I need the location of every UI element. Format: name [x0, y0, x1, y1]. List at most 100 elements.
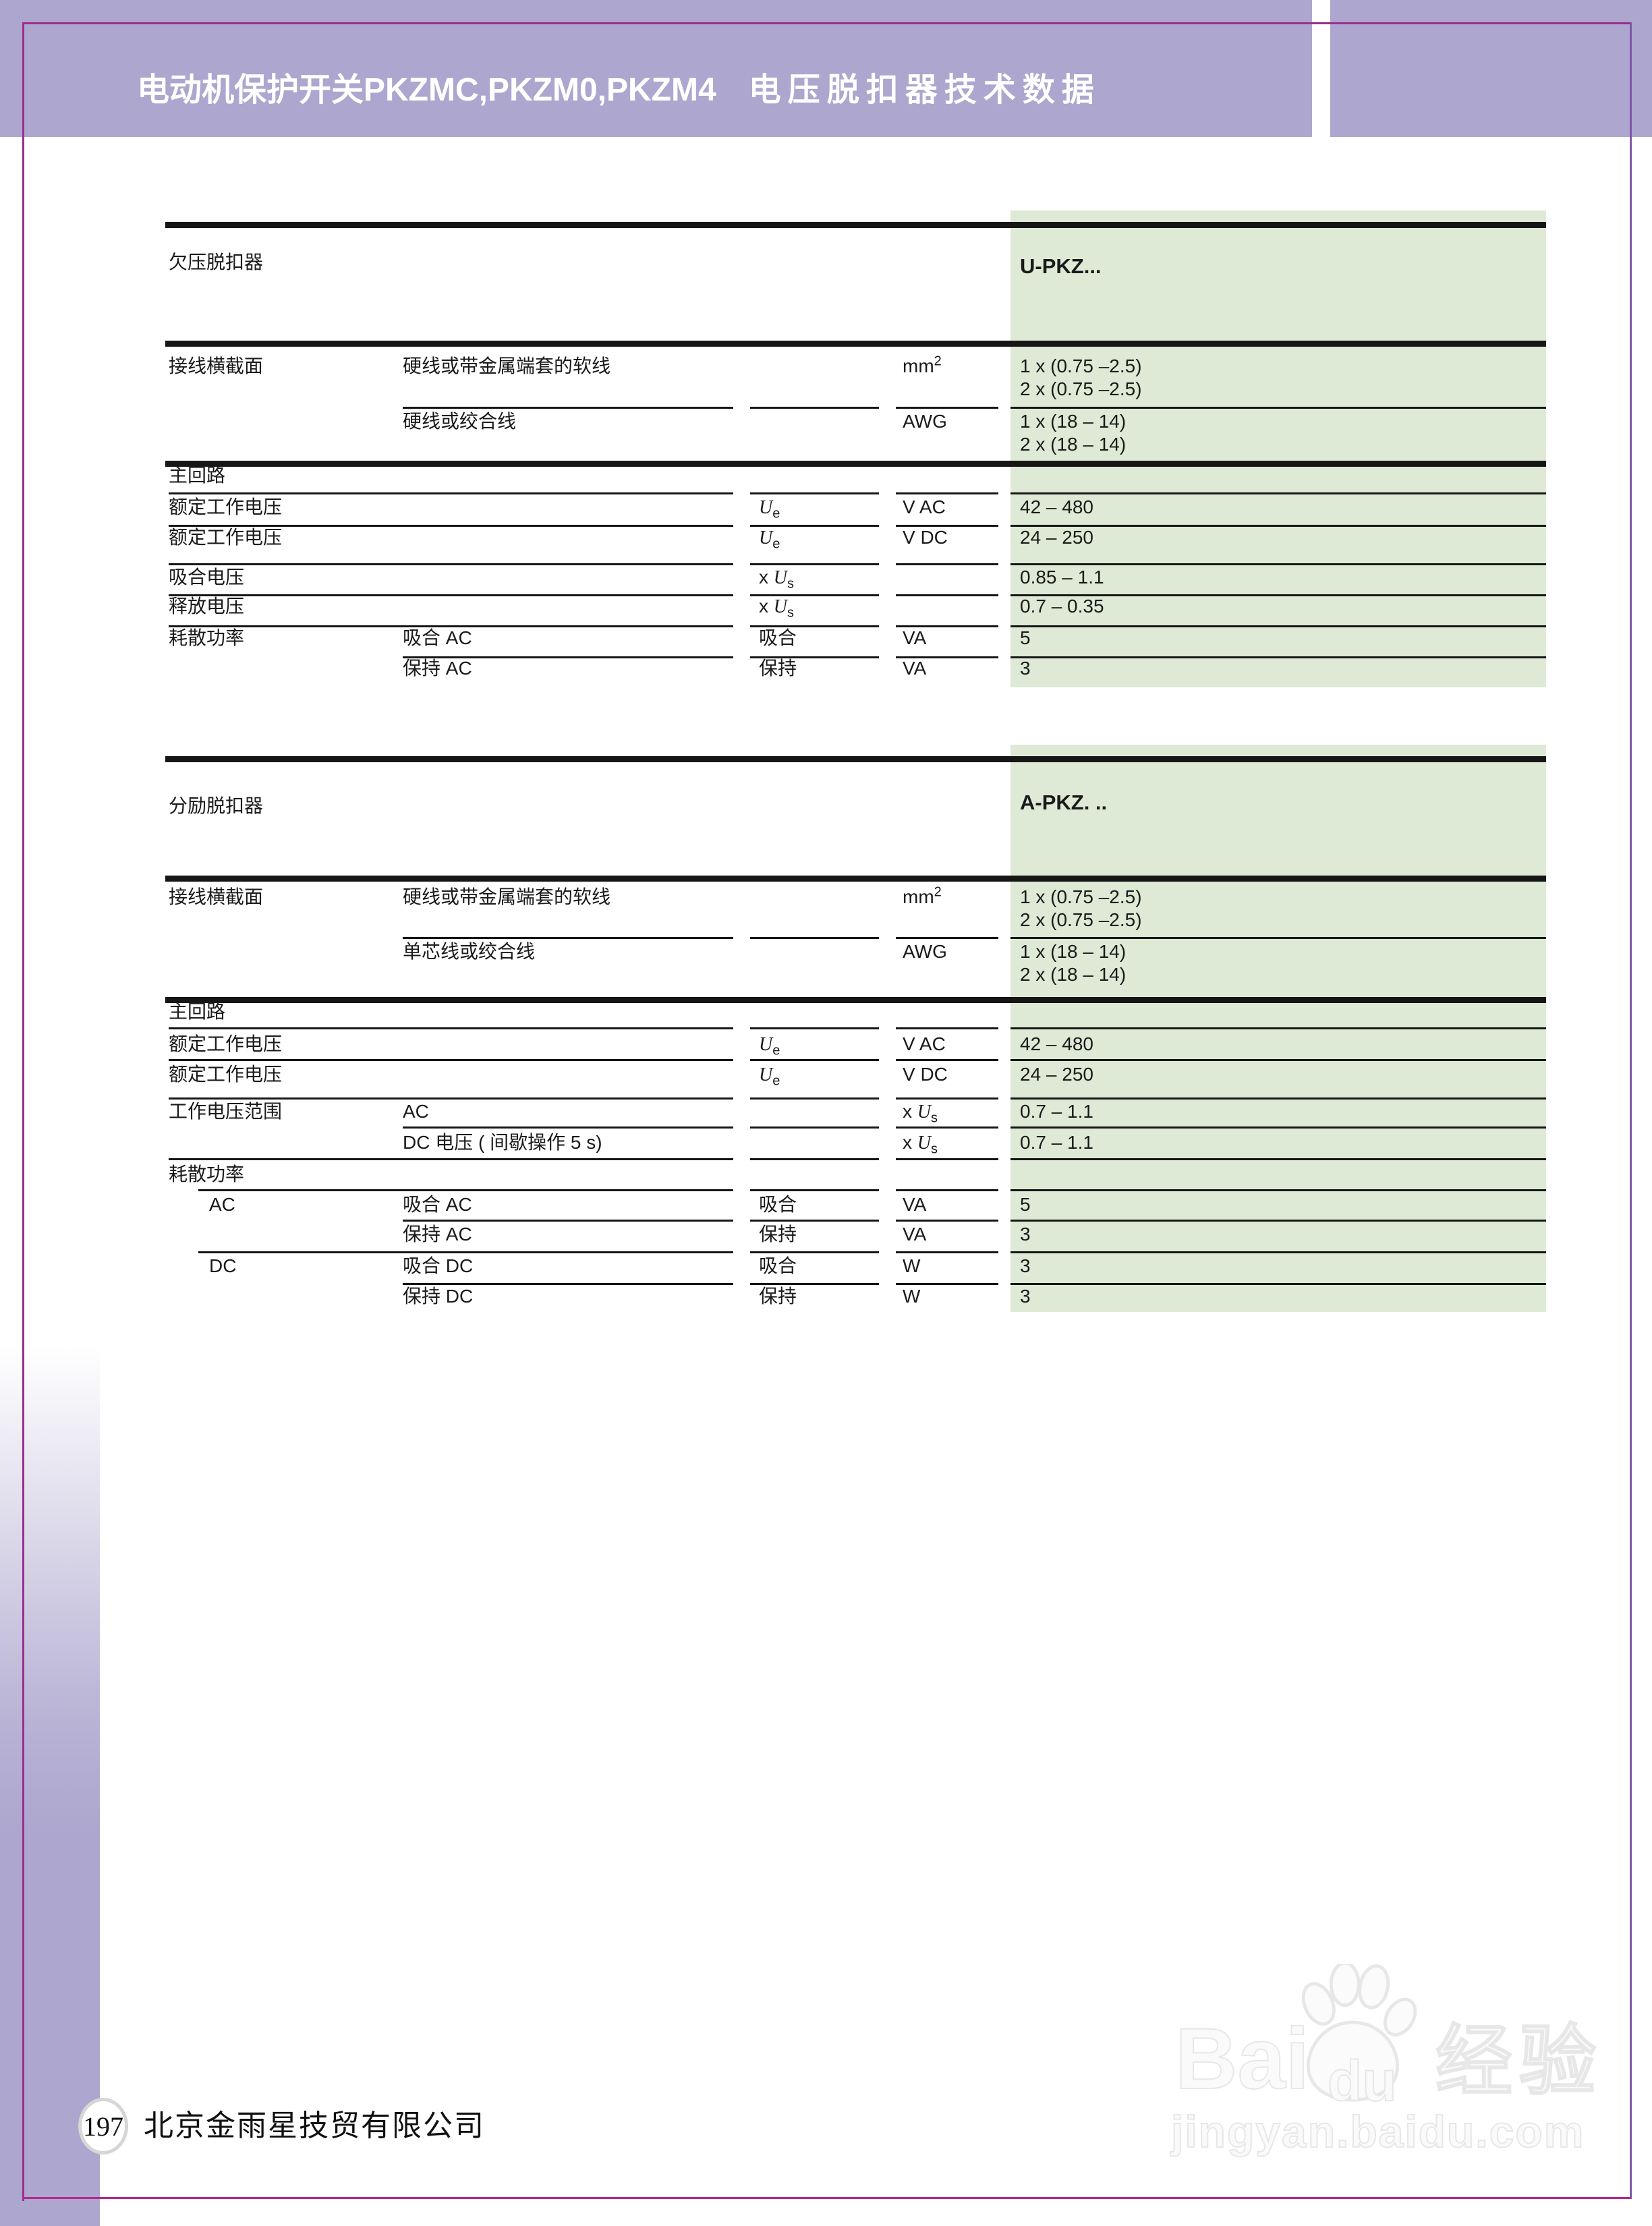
value-highlight-column — [1010, 210, 1546, 687]
row-separator — [750, 525, 879, 527]
row-symbol: Ue — [759, 1034, 780, 1058]
row-unit: VA — [903, 1194, 927, 1215]
row-separator — [750, 1220, 879, 1222]
row-separator — [1010, 1027, 1546, 1029]
row-separator — [1010, 1059, 1546, 1061]
page-frame-bottom — [22, 2197, 1632, 2199]
row-separator — [169, 1158, 733, 1160]
row-separator — [750, 656, 879, 658]
row-separator — [1010, 1251, 1546, 1253]
row-separator — [403, 1126, 733, 1129]
row-symbol: x Us — [759, 596, 795, 621]
page-frame-right — [1630, 22, 1632, 2199]
row-sublabel: AC — [403, 1101, 429, 1122]
row-separator — [169, 1097, 733, 1100]
row-separator — [1010, 937, 1546, 939]
row-separator — [896, 1126, 998, 1129]
row-label: 耗散功率 — [169, 627, 245, 648]
baidu-watermark-jingyan: 经验 — [1435, 2019, 1603, 2105]
row-unit: V DC — [903, 1064, 948, 1085]
row-separator — [169, 525, 733, 527]
row-separator — [750, 594, 879, 596]
row-symbol: Ue — [759, 497, 780, 521]
page-title-left: 电动机保护开关PKZMC,PKZM0,PKZM4 — [137, 72, 716, 108]
row-state: 吸合 — [759, 1255, 797, 1276]
row-sublabel: 单芯线或绞合线 — [403, 941, 536, 962]
row-separator — [896, 1189, 998, 1191]
row-separator — [1010, 492, 1546, 494]
row-label: 额定工作电压 — [169, 527, 283, 548]
row-separator — [896, 656, 998, 658]
row-separator — [896, 937, 998, 939]
row-sublabel: 硬线或带金属端套的软线 — [403, 886, 611, 907]
row-value: 24 – 250 — [1020, 527, 1093, 548]
row-unit: VA — [903, 627, 927, 648]
row-label: 工作电压范围 — [169, 1101, 283, 1122]
row-separator — [750, 563, 879, 565]
row-symbol: Ue — [759, 527, 780, 552]
row-separator — [403, 407, 733, 409]
row-separator — [750, 1059, 879, 1061]
row-value: 5 — [1020, 627, 1031, 648]
row-label: 吸合电压 — [169, 567, 245, 588]
row-value: 3 — [1020, 658, 1031, 679]
row-separator — [403, 656, 733, 658]
page-title-right: 电压脱扣器技术数据 — [748, 72, 1101, 108]
row-separator — [896, 1283, 998, 1285]
row-group-label: DC — [209, 1255, 237, 1276]
baidu-watermark-url: jingyan.baidu.com — [1170, 2106, 1585, 2157]
row-value: 42 – 480 — [1020, 496, 1093, 517]
row-value: 0.7 – 1.1 — [1020, 1132, 1093, 1153]
row-separator — [1010, 1158, 1546, 1160]
row-separator — [169, 1059, 733, 1061]
row-value: 3 — [1020, 1255, 1031, 1276]
unit-superscript: 2 — [934, 353, 942, 369]
row-symbol: Ue — [759, 1064, 780, 1089]
row-separator — [896, 1059, 998, 1061]
baidu-watermark-bai: Bai — [1174, 2011, 1310, 2107]
row-separator — [896, 407, 998, 409]
row-separator — [403, 1220, 733, 1222]
row-separator — [896, 1251, 998, 1253]
row-separator — [896, 525, 998, 527]
row-unit: mm2 — [903, 353, 942, 376]
row-symbol: x Us — [903, 1101, 938, 1126]
row-sublabel: 硬线或绞合线 — [403, 411, 517, 432]
row-value: 0.7 – 1.1 — [1020, 1101, 1093, 1122]
row-separator — [169, 594, 733, 596]
row-value: 1 x (18 – 14) 2 x (18 – 14) — [1020, 411, 1127, 455]
row-state: 保持 — [759, 658, 797, 679]
row-state: 保持 — [759, 1286, 797, 1307]
row-unit: VA — [903, 658, 927, 679]
table-border — [165, 756, 1546, 762]
row-state: 保持 — [759, 1224, 797, 1245]
row-separator — [403, 1283, 733, 1285]
row-symbol: x Us — [759, 567, 795, 592]
row-value: 5 — [1020, 1194, 1031, 1215]
row-unit: VA — [903, 1224, 927, 1245]
row-unit: V DC — [903, 527, 948, 548]
row-separator — [1010, 1189, 1546, 1191]
row-separator — [750, 1126, 879, 1129]
row-sublabel: DC 电压 ( 间歇操作 5 s) — [403, 1132, 602, 1153]
row-sublabel: 保持 AC — [403, 1224, 472, 1245]
section-header: 耗散功率 — [169, 1164, 245, 1185]
row-unit: AWG — [903, 411, 947, 432]
row-separator — [750, 407, 879, 409]
section-header: 主回路 — [169, 1001, 226, 1022]
row-value: 42 – 480 — [1020, 1033, 1093, 1054]
row-separator — [750, 625, 879, 627]
row-value: 1 x (18 – 14) 2 x (18 – 14) — [1020, 941, 1127, 985]
row-symbol: x Us — [903, 1132, 938, 1157]
row-separator — [1010, 1097, 1546, 1100]
row-separator — [896, 594, 998, 596]
row-separator — [750, 1158, 879, 1160]
row-separator — [1010, 1126, 1546, 1129]
row-sublabel: 保持 AC — [403, 658, 472, 679]
row-separator — [1010, 594, 1546, 596]
row-unit: V AC — [903, 496, 946, 517]
table-border — [165, 461, 1546, 467]
row-separator — [896, 1097, 998, 1100]
table-title: 分励脱扣器 — [169, 795, 264, 816]
